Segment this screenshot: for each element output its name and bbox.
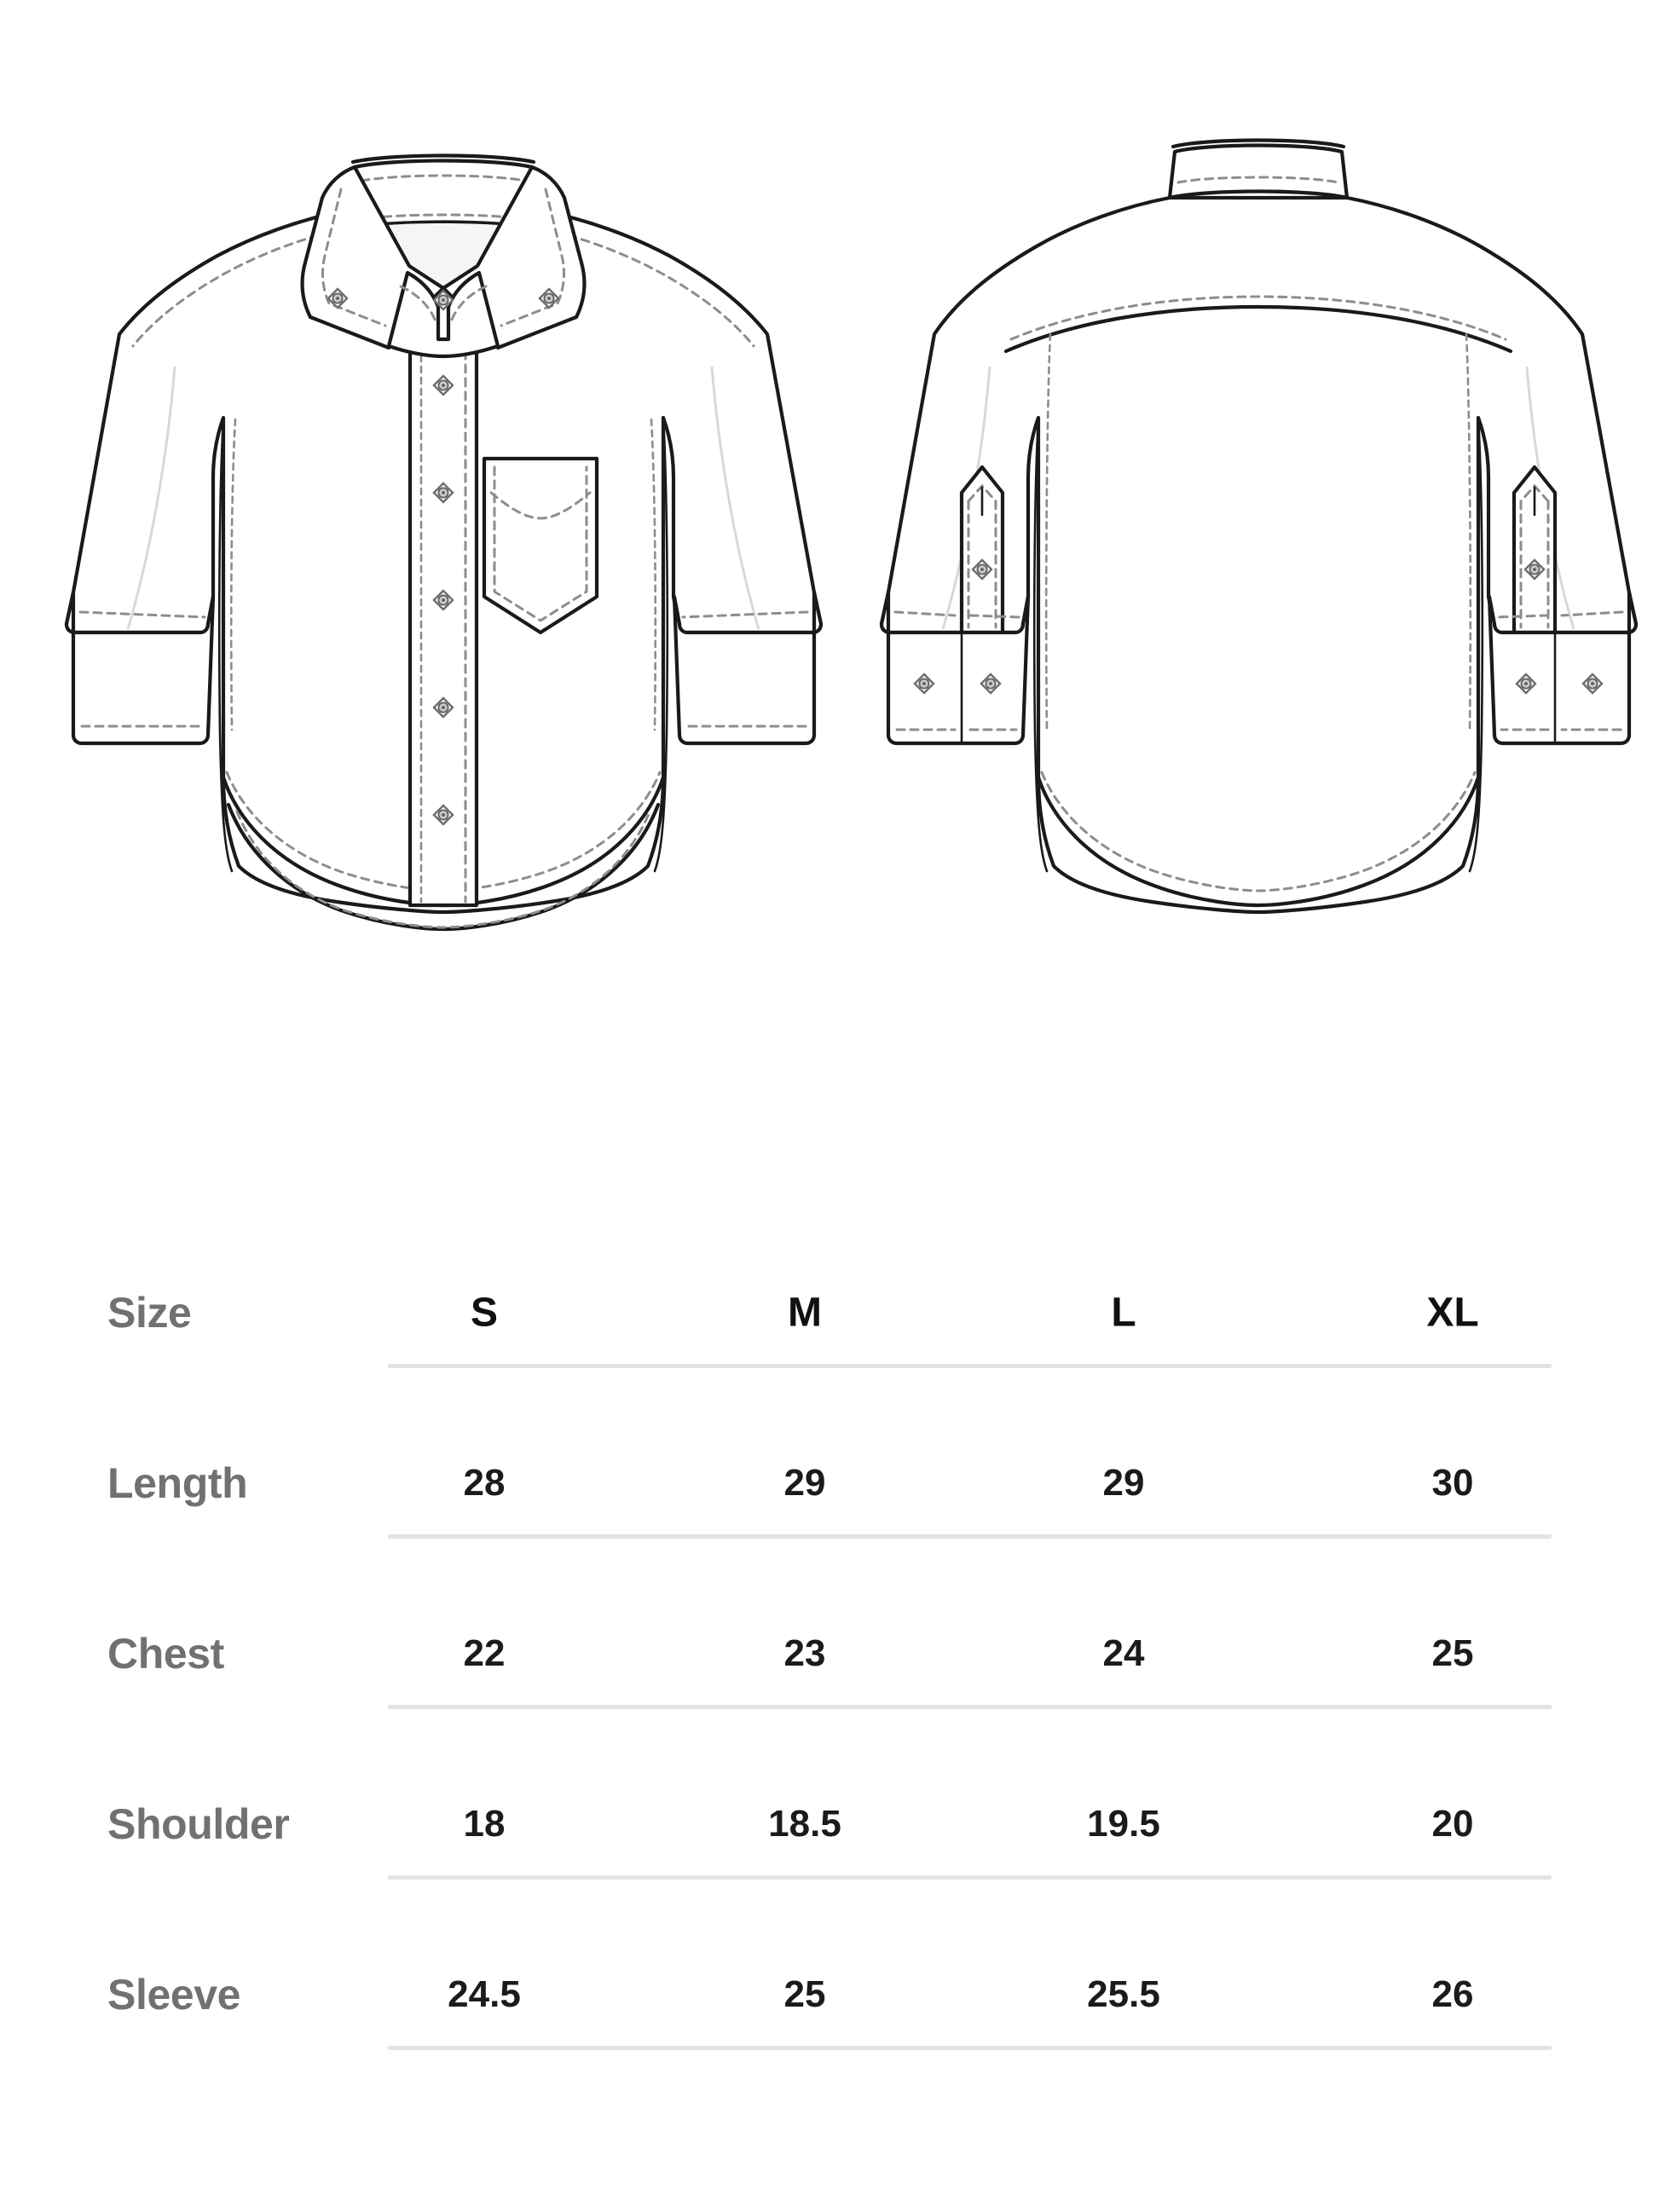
table-row: Chest 22 23 24 25 bbox=[0, 1568, 1659, 1739]
chest-pocket bbox=[482, 456, 599, 635]
cell-sleeve-l: 25.5 bbox=[1087, 1973, 1160, 2015]
table-row: Length 28 29 29 30 bbox=[0, 1398, 1659, 1568]
table-header-row: Size S M L XL bbox=[0, 1227, 1659, 1398]
column-header-s: S bbox=[470, 1290, 499, 1336]
row-label-length: Length bbox=[107, 1459, 248, 1507]
shirt-back-view bbox=[879, 138, 1639, 915]
row-divider bbox=[388, 2046, 1552, 2050]
column-header-xl: XL bbox=[1426, 1290, 1479, 1336]
cell-sleeve-m: 25 bbox=[783, 1973, 826, 2015]
cell-length-l: 29 bbox=[1102, 1462, 1145, 1504]
row-divider bbox=[388, 1364, 1552, 1368]
row-label-shoulder: Shoulder bbox=[107, 1800, 290, 1848]
cell-length-xl: 30 bbox=[1431, 1462, 1474, 1504]
row-label-chest: Chest bbox=[107, 1630, 224, 1678]
cell-shoulder-xl: 20 bbox=[1431, 1803, 1474, 1845]
cell-shoulder-s: 18 bbox=[463, 1803, 506, 1845]
column-header-m: M bbox=[788, 1290, 822, 1336]
cell-chest-xl: 25 bbox=[1431, 1632, 1474, 1674]
shirt-illustration: .ol { fill:#ffffff; stroke:#1a1a1a; stro… bbox=[64, 138, 1639, 932]
row-label-size: Size bbox=[107, 1289, 192, 1337]
cell-shoulder-m: 18.5 bbox=[768, 1803, 841, 1845]
size-chart-table: Size S M L XL Length 28 29 29 30 Chest 2… bbox=[0, 1227, 1659, 2088]
cell-chest-l: 24 bbox=[1102, 1632, 1145, 1674]
table-row: Sleeve 24.5 25 25.5 26 bbox=[0, 1909, 1659, 2080]
table-row: Shoulder 18 18.5 19.5 20 bbox=[0, 1739, 1659, 1909]
row-divider bbox=[388, 1875, 1552, 1880]
cell-chest-m: 23 bbox=[783, 1632, 826, 1674]
row-divider bbox=[388, 1705, 1552, 1709]
cuff-placket-left bbox=[959, 465, 1005, 635]
column-header-l: L bbox=[1111, 1290, 1136, 1336]
cell-chest-s: 22 bbox=[463, 1632, 506, 1674]
row-label-sleeve: Sleeve bbox=[107, 1971, 241, 2019]
shirt-front-view bbox=[64, 153, 824, 932]
cell-length-m: 29 bbox=[783, 1462, 826, 1504]
cell-length-s: 28 bbox=[463, 1462, 506, 1504]
row-divider bbox=[388, 1534, 1552, 1539]
cuff-placket-right bbox=[1512, 465, 1558, 635]
cell-sleeve-s: 24.5 bbox=[448, 1973, 521, 2015]
cell-shoulder-l: 19.5 bbox=[1087, 1803, 1160, 1845]
cell-sleeve-xl: 26 bbox=[1431, 1973, 1474, 2015]
